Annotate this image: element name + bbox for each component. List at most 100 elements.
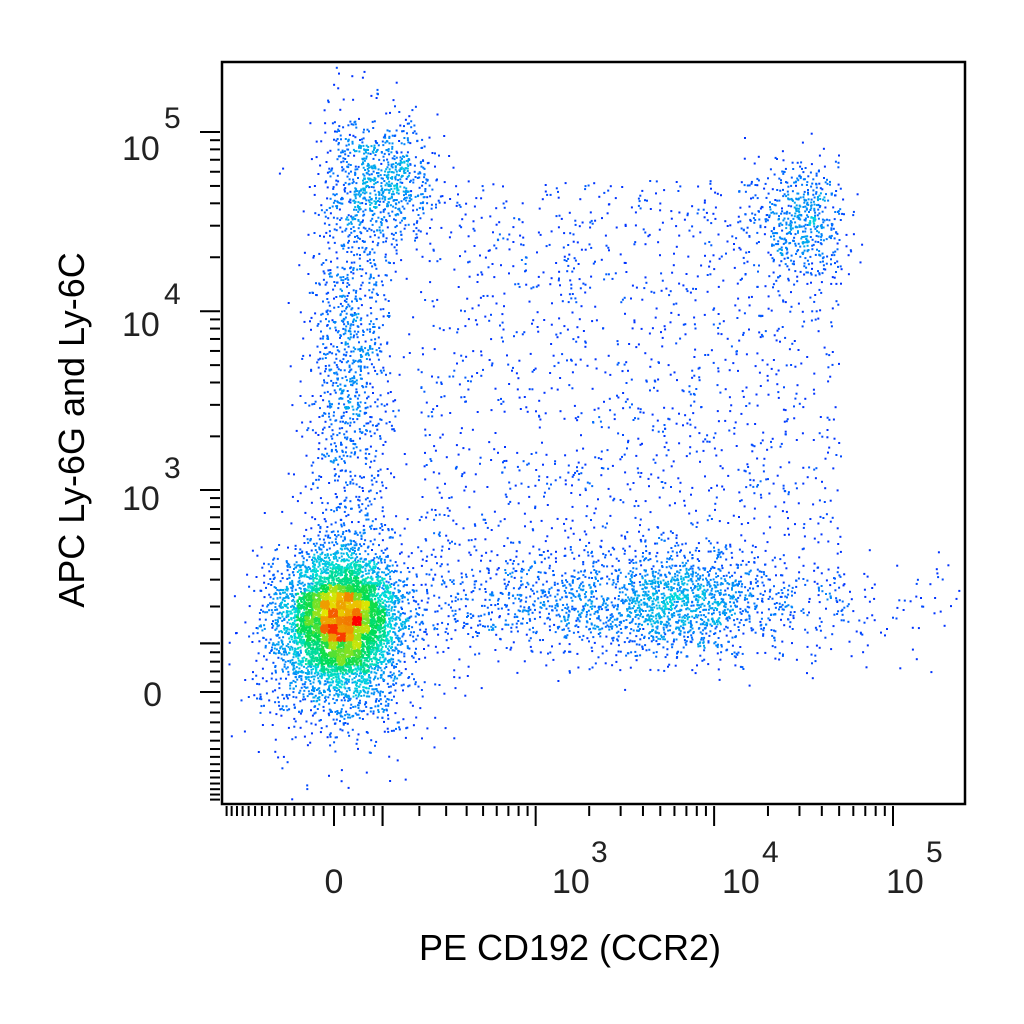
event-dot	[512, 541, 515, 544]
event-dot	[669, 321, 672, 324]
event-dot	[420, 564, 423, 567]
event-dot	[834, 262, 836, 265]
event-dot	[716, 384, 719, 387]
event-dot	[519, 408, 522, 410]
event-dot	[364, 202, 367, 205]
event-dot	[721, 485, 724, 488]
event-dot	[579, 538, 581, 541]
event-dot	[278, 682, 281, 685]
event-dot	[818, 499, 821, 502]
event-dot	[421, 138, 424, 141]
event-dot	[561, 596, 564, 599]
event-dot	[314, 312, 317, 315]
event-dot	[577, 263, 580, 265]
event-dot	[539, 418, 542, 421]
event-dot	[342, 704, 345, 707]
event-dot	[634, 655, 637, 657]
event-dot	[364, 406, 367, 409]
event-dot	[500, 336, 503, 339]
event-dot	[348, 234, 351, 237]
event-dot	[497, 607, 500, 610]
event-dot	[336, 373, 339, 376]
event-dot	[610, 572, 613, 575]
event-dot	[597, 606, 600, 609]
event-dot	[342, 539, 345, 542]
event-dot	[414, 239, 416, 242]
event-dot	[386, 555, 389, 558]
event-dot	[658, 496, 661, 499]
event-dot	[411, 673, 414, 676]
event-dot	[625, 626, 628, 629]
event-dot	[344, 461, 346, 464]
event-dot	[406, 122, 409, 125]
event-dot	[473, 545, 476, 548]
event-dot	[401, 635, 404, 638]
event-dot	[826, 224, 829, 227]
event-dot	[463, 621, 466, 624]
event-dot	[357, 498, 360, 501]
event-dot	[771, 203, 774, 205]
event-dot	[337, 506, 340, 508]
event-dot	[412, 181, 415, 184]
event-dot	[639, 560, 642, 563]
event-dot	[327, 291, 330, 294]
event-dot	[468, 551, 471, 554]
event-dot	[406, 202, 409, 205]
event-dot	[746, 605, 749, 608]
event-dot	[503, 292, 506, 295]
event-dot	[274, 701, 277, 704]
event-dot	[282, 636, 285, 639]
event-dot	[322, 335, 325, 338]
event-dot	[281, 577, 284, 580]
event-dot	[291, 571, 294, 574]
event-dot	[412, 567, 415, 570]
event-dot	[811, 262, 814, 265]
event-dot	[826, 182, 829, 185]
event-dot	[648, 233, 651, 236]
event-dot	[388, 135, 391, 138]
event-dot	[340, 523, 343, 526]
event-dot	[375, 292, 378, 295]
event-dot	[529, 637, 532, 640]
event-dot	[671, 564, 674, 567]
event-dot	[369, 235, 372, 238]
event-dot	[341, 469, 344, 472]
event-dot	[298, 676, 301, 679]
event-dot	[745, 251, 748, 254]
event-dot	[582, 561, 585, 563]
event-dot	[571, 605, 574, 608]
event-dot	[348, 734, 351, 737]
event-dot	[564, 454, 567, 457]
event-dot	[585, 545, 588, 547]
event-dot	[388, 153, 391, 156]
event-dot	[736, 350, 738, 353]
event-dot	[771, 597, 774, 600]
event-dot	[740, 523, 743, 526]
event-dot	[737, 596, 740, 599]
event-dot	[525, 406, 528, 409]
event-dot	[340, 457, 343, 460]
event-dot	[822, 147, 825, 150]
event-dot	[588, 668, 591, 671]
event-dot	[759, 592, 762, 595]
event-dot	[342, 454, 345, 457]
event-dot	[393, 476, 396, 479]
event-dot	[384, 704, 387, 707]
event-dot	[513, 217, 516, 220]
event-dot	[909, 600, 912, 603]
event-dot	[833, 582, 836, 584]
event-dot	[355, 697, 358, 700]
event-dot	[811, 310, 814, 313]
event-dot	[315, 156, 318, 159]
event-dot	[286, 569, 289, 572]
event-dot	[839, 219, 842, 221]
event-dot	[774, 199, 777, 201]
event-dot	[555, 614, 558, 617]
event-dot	[619, 669, 622, 672]
event-dot	[345, 227, 348, 230]
event-dot	[773, 334, 776, 337]
event-dot	[847, 620, 850, 623]
event-dot	[335, 251, 338, 254]
event-dot	[460, 427, 463, 430]
event-dot	[612, 579, 615, 582]
